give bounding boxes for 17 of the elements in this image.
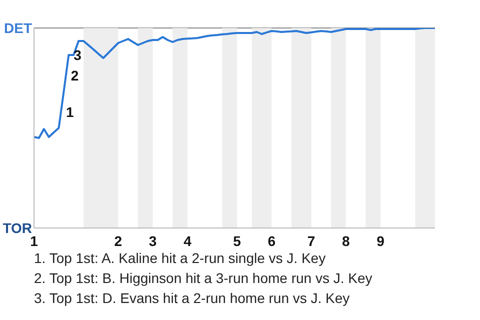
annotation: 3 bbox=[74, 46, 82, 63]
x-tick-label: 7 bbox=[307, 232, 316, 249]
x-tick-label: 2 bbox=[114, 232, 122, 249]
annotation: 1 bbox=[66, 104, 74, 120]
x-tick-label: 4 bbox=[184, 232, 192, 249]
x-tick-label: 5 bbox=[233, 232, 242, 249]
x-tick-label: 6 bbox=[268, 232, 276, 249]
x-tick-label: 9 bbox=[376, 232, 385, 249]
x-tick-label: 3 bbox=[148, 232, 157, 249]
text: 1. Top 1st: A. Kaline hit a 2-run single vs J. Key bbox=[34, 249, 327, 268]
x-tick-label: 1 bbox=[30, 232, 38, 249]
x-tick-label: 8 bbox=[342, 232, 350, 249]
text: DET bbox=[3, 19, 32, 37]
annotation: 2 bbox=[70, 67, 79, 84]
text: 2. Top 1st: B. Higginson hit a 3-run home run vs J. Key bbox=[34, 269, 374, 288]
text: TOR bbox=[2, 219, 32, 236]
text: 3. Top 1st: D. Evans hit a 2-run home run vs J. Key bbox=[34, 289, 351, 308]
